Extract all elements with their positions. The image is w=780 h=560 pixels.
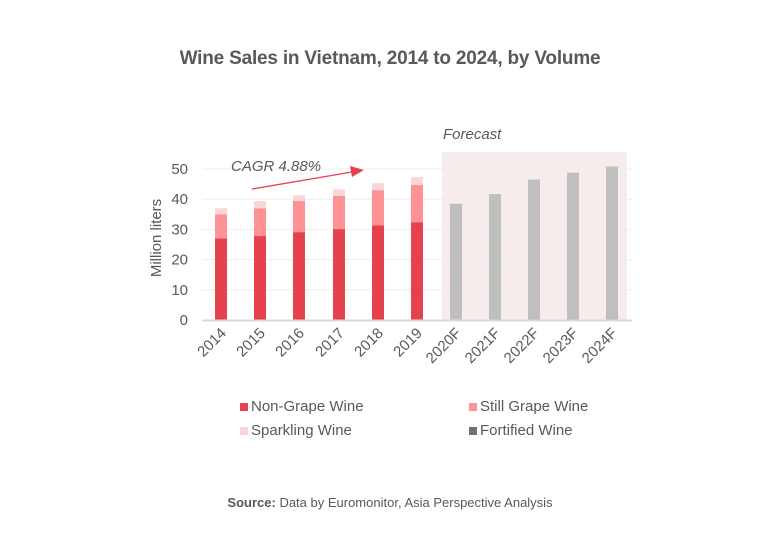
x-tick-label: 2023F <box>540 325 582 367</box>
bar-segment-still-grape-wine <box>333 195 345 230</box>
bar-segment-sparkling-wine <box>215 208 227 215</box>
bar-segment-non-grape-wine <box>215 238 227 320</box>
bar-segment-still-grape-wine <box>372 190 384 226</box>
bar-segment-non-grape-wine <box>333 229 345 320</box>
cagr-label: CAGR 4.88% <box>231 158 321 175</box>
x-tick-label: 2022F <box>501 325 543 367</box>
legend-item-fortified: Fortified Wine <box>469 422 573 439</box>
bar-forecast <box>606 166 618 320</box>
bar-segment-still-grape-wine <box>411 185 423 223</box>
x-tick-label: 2019 <box>390 325 426 361</box>
bar-segment-non-grape-wine <box>293 232 305 320</box>
y-axis-label: Million liters <box>148 199 165 277</box>
legend-label: Fortified Wine <box>480 422 573 439</box>
legend-label: Non-Grape Wine <box>251 398 364 415</box>
bar-segment-non-grape-wine <box>254 236 266 320</box>
x-tick-label: 2015 <box>233 325 269 361</box>
x-tick-label: 2024F <box>579 325 621 367</box>
chart-title: Wine Sales in Vietnam, 2014 to 2024, by … <box>179 48 601 69</box>
bar-segment-still-grape-wine <box>254 208 266 237</box>
x-tick-label: 2020F <box>423 325 465 367</box>
bar-forecast <box>567 172 579 320</box>
y-tick-label: 30 <box>171 221 188 238</box>
forecast-label: Forecast <box>443 126 502 143</box>
legend-item-still-grape: Still Grape Wine <box>469 398 588 415</box>
legend-swatch-non-grape <box>240 402 248 411</box>
legend-item-non-grape: Non-Grape Wine <box>240 398 364 415</box>
bar-segment-non-grape-wine <box>411 222 423 320</box>
x-tick-label: 2021F <box>462 325 504 367</box>
cagr-arrow-line <box>251 171 353 190</box>
bar-segment-non-grape-wine <box>372 225 384 320</box>
x-tick-label: 2016 <box>272 325 308 361</box>
bar-segment-sparkling-wine <box>254 201 266 209</box>
bar-segment-still-grape-wine <box>293 201 305 233</box>
legend-label: Still Grape Wine <box>480 398 589 415</box>
bar-forecast <box>489 194 501 320</box>
legend-swatch-fortified <box>469 426 477 435</box>
source-text: Data by Euromonitor, Asia Perspective An… <box>279 495 553 510</box>
bar-segment-sparkling-wine <box>293 195 305 202</box>
x-tick-label: 2014 <box>194 325 230 361</box>
x-tick-label: 2017 <box>312 325 348 361</box>
bar-forecast <box>450 203 462 320</box>
bar-forecast <box>528 179 540 320</box>
bar-segment-still-grape-wine <box>215 214 227 239</box>
legend-item-sparkling: Sparkling Wine <box>240 422 352 439</box>
bar-segment-sparkling-wine <box>411 177 423 186</box>
legend-swatch-still-grape <box>469 402 477 411</box>
y-tick-label: 0 <box>180 312 188 329</box>
y-tick-label: 10 <box>171 282 188 299</box>
y-tick-label: 20 <box>171 252 188 269</box>
source-label: Source: <box>227 495 276 510</box>
cagr-arrow-head-icon <box>350 166 364 177</box>
y-tick-label: 50 <box>171 161 188 178</box>
legend-swatch-sparkling <box>240 426 248 435</box>
legend-label: Sparkling Wine <box>251 422 352 439</box>
source-note: Source: Data by Euromonitor, Asia Perspe… <box>0 495 780 510</box>
y-tick-label: 40 <box>171 191 188 208</box>
bar-segment-sparkling-wine <box>372 183 384 191</box>
bar-segment-sparkling-wine <box>333 189 345 196</box>
x-tick-label: 2018 <box>351 325 387 361</box>
